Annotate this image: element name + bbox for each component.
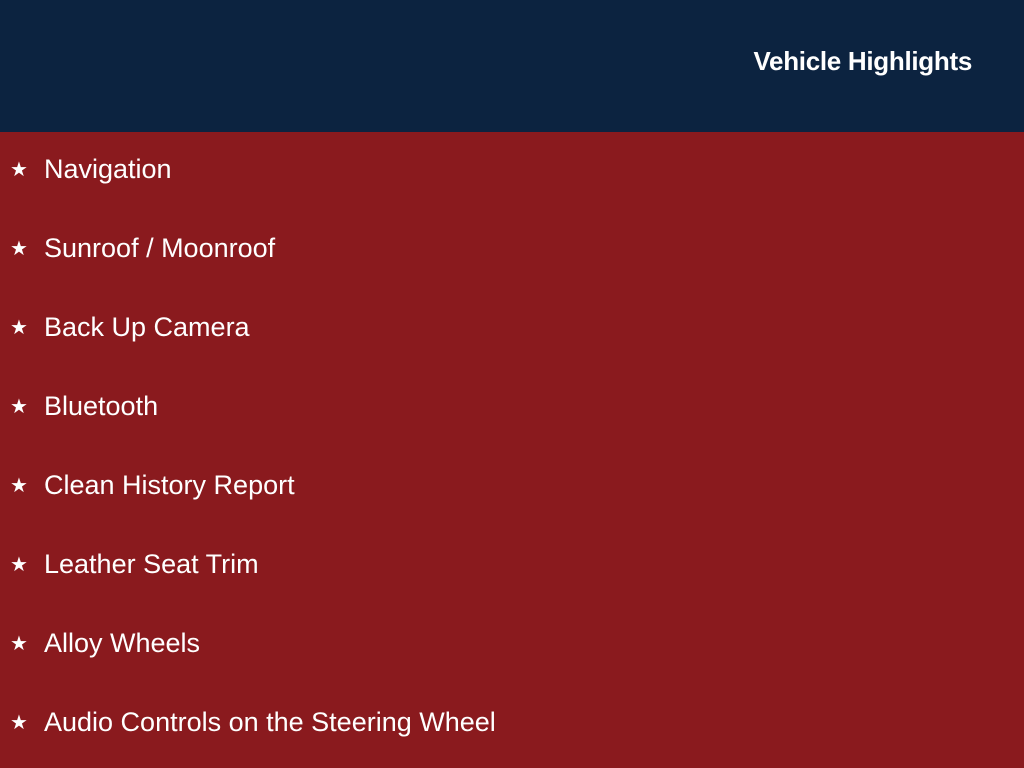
highlight-item: ★ Bluetooth [10,386,158,426]
highlight-label: Navigation [44,153,172,184]
page-title: Vehicle Highlights [753,46,972,76]
highlight-label: Alloy Wheels [44,627,201,658]
star-icon: ★ [10,711,28,734]
highlight-label: Back Up Camera [44,311,250,342]
highlight-item: ★ Clean History Report [10,465,295,505]
highlight-item: ★ Navigation [10,149,172,189]
star-icon: ★ [10,395,28,418]
star-icon: ★ [10,553,28,576]
highlight-label: Clean History Report [44,469,295,500]
star-icon: ★ [10,237,28,260]
star-icon: ★ [10,632,28,655]
star-icon: ★ [10,316,28,339]
highlight-label: Audio Controls on the Steering Wheel [44,706,496,737]
highlight-item: ★ Alloy Wheels [10,623,200,663]
highlight-item: ★ Leather Seat Trim [10,544,259,584]
highlight-item: ★ Audio Controls on the Steering Wheel [10,702,496,742]
star-icon: ★ [10,158,28,181]
star-icon: ★ [10,474,28,497]
highlight-item: ★ Sunroof / Moonroof [10,228,275,268]
highlight-label: Bluetooth [44,390,159,421]
header: Vehicle Highlights [0,0,1024,132]
highlight-item: ★ Back Up Camera [10,307,250,347]
highlight-label: Leather Seat Trim [44,548,259,579]
highlight-label: Sunroof / Moonroof [44,232,276,263]
